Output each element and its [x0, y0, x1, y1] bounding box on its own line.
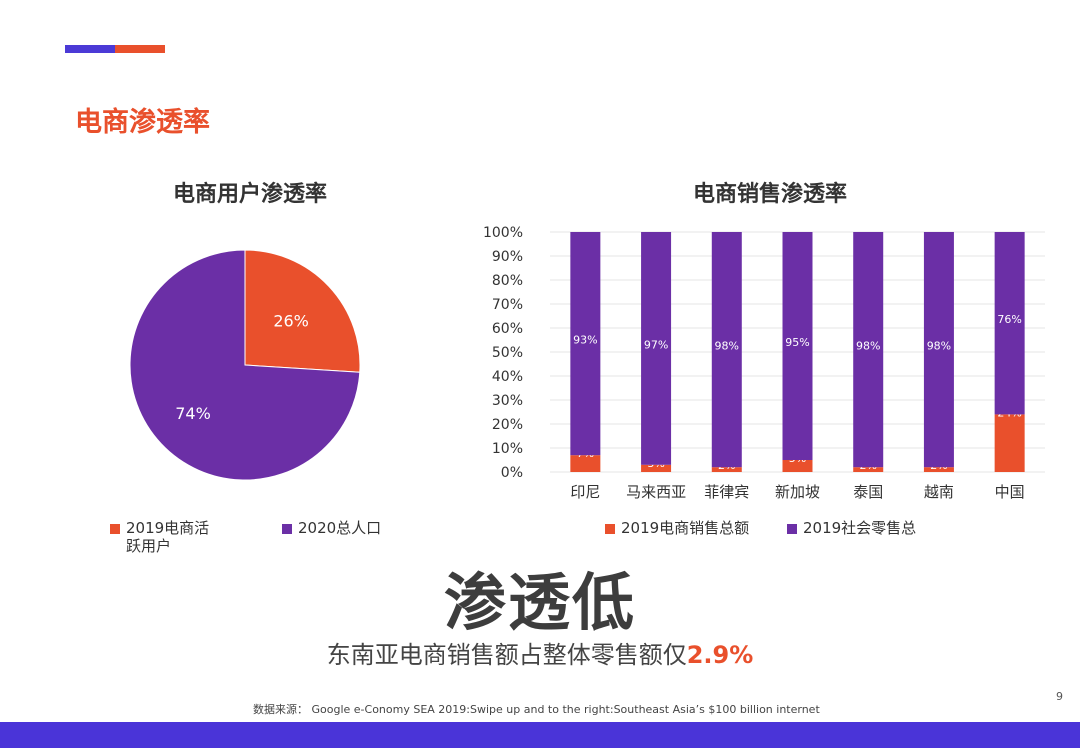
bar-segment-0: [711, 467, 742, 472]
bar-segment-1: [782, 232, 813, 460]
pie-legend-item-active-users: 2019电商活跃用户: [110, 519, 210, 555]
y-tick-label: 0%: [501, 465, 523, 481]
bottom-band: [0, 722, 1080, 748]
pie-chart: 26% 74%: [129, 249, 361, 481]
source-footnote: 数据来源： Google e-Conomy SEA 2019:Swipe up …: [253, 703, 820, 716]
x-tick-label: 泰国: [853, 483, 883, 501]
accent-bar: [65, 45, 165, 53]
legend-swatch-purple: [282, 524, 292, 534]
x-tick-label: 马来西亚: [626, 483, 686, 501]
subheadline-text: 东南亚电商销售额占整体零售额仅: [326, 641, 687, 669]
x-tick-label: 新加坡: [775, 483, 820, 501]
x-tick-label: 越南: [924, 483, 954, 501]
y-tick-label: 10%: [492, 441, 523, 457]
accent-bar-blue: [65, 45, 115, 53]
y-tick-label: 100%: [483, 225, 523, 241]
bar-segment-0: [923, 467, 954, 472]
bar-segment-0: [782, 460, 813, 472]
bar-legend: 2019电商销售总额 2019社会零售总: [605, 519, 916, 537]
pie-legend: 2019电商活跃用户 2020总人口: [110, 519, 454, 555]
x-tick-label: 菲律宾: [704, 483, 749, 501]
bar-legend-item-retail-total: 2019社会零售总: [787, 519, 916, 537]
page-number: 9: [1056, 690, 1063, 703]
bar-data-label: 95%: [785, 336, 809, 349]
bar-data-label: 98%: [715, 340, 739, 353]
pie-slice-0: [244, 249, 361, 373]
pie-slice-label-0: 26%: [273, 312, 309, 331]
bar-segment-0: [641, 464, 672, 472]
accent-bar-orange: [115, 45, 165, 53]
legend-label: 2019社会零售总: [803, 519, 917, 537]
y-tick-label: 50%: [492, 345, 523, 361]
bar-segment-1: [923, 232, 954, 468]
y-tick-label: 40%: [492, 369, 523, 385]
bar-segment-1: [711, 232, 742, 468]
y-tick-label: 60%: [492, 321, 523, 337]
bar-data-label: 98%: [927, 340, 951, 353]
bar-data-label: 98%: [856, 340, 880, 353]
y-tick-label: 80%: [492, 273, 523, 289]
x-tick-label: 印尼: [570, 483, 600, 501]
x-tick-label: 中国: [995, 483, 1025, 501]
bar-data-label: 76%: [997, 313, 1021, 326]
subheadline: 东南亚电商销售额占整体零售额仅2.9%: [0, 635, 1080, 670]
bar-segment-1: [641, 232, 672, 465]
legend-label: 2019电商销售总额: [621, 519, 750, 537]
bar-chart-title: 电商销售渗透率: [692, 182, 847, 207]
bar-segment-0: [570, 455, 601, 472]
legend-swatch-orange: [110, 524, 120, 534]
bar-chart: 0%10%20%30%40%50%60%70%80%90%100%7%93%印尼…: [483, 225, 1045, 501]
legend-label: 2020总人口: [298, 519, 382, 537]
bar-data-label: 93%: [573, 334, 597, 347]
subheadline-highlight: 2.9%: [686, 641, 754, 669]
bar-segment-1: [853, 232, 884, 468]
y-tick-label: 90%: [492, 249, 523, 265]
bar-legend-item-ecommerce-sales: 2019电商销售总额: [605, 519, 755, 537]
pie-chart-title: 电商用户渗透率: [172, 182, 327, 207]
y-tick-label: 70%: [492, 297, 523, 313]
y-tick-label: 30%: [492, 393, 523, 409]
legend-swatch-purple: [787, 524, 797, 534]
pie-slice-label-1: 74%: [175, 404, 211, 423]
y-tick-label: 20%: [492, 417, 523, 433]
pie-slice-1: [129, 249, 361, 481]
bar-segment-0: [853, 467, 884, 472]
section-title: 电商渗透率: [75, 107, 210, 138]
pie-legend-item-population: 2020总人口: [282, 519, 382, 555]
legend-swatch-orange: [605, 524, 615, 534]
headline: 渗透低: [443, 566, 636, 639]
bar-segment-0: [994, 414, 1025, 472]
bar-data-label: 97%: [644, 338, 668, 351]
bar-segment-1: [994, 232, 1025, 415]
legend-label: 2019电商活跃用户: [126, 519, 210, 555]
bar-segment-1: [570, 232, 601, 456]
